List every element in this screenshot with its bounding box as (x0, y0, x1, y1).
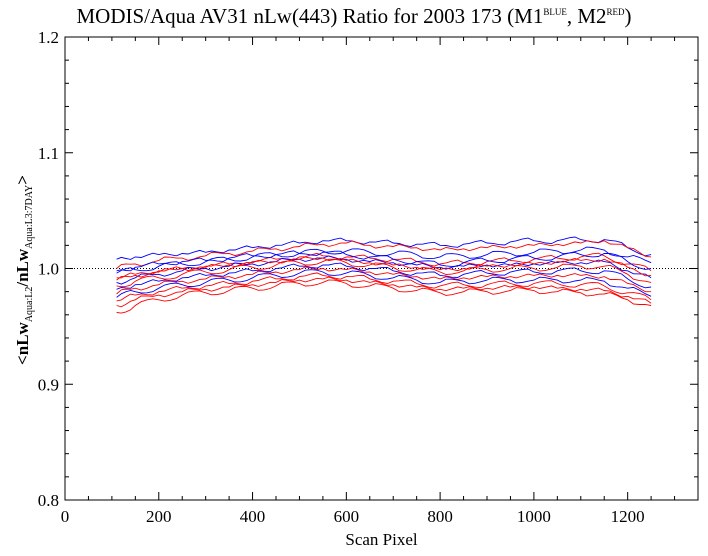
x-tick-label: 200 (146, 507, 172, 526)
title-sup-red: RED (606, 7, 625, 17)
ylabel-sub-b: Aqua:L3:7DAY (24, 184, 36, 249)
x-axis-label: Scan Pixel (345, 530, 418, 549)
x-tick-label: 600 (334, 507, 360, 526)
ylabel-part-a: <nLw (12, 322, 32, 365)
series-line-11 (116, 279, 652, 314)
y-tick-label: 0.8 (38, 491, 59, 510)
ylabel-sub-a: Aqua:L2 (24, 286, 36, 323)
series-line-3 (116, 252, 652, 279)
ylabel-part-c: > (12, 175, 32, 185)
series-line-1 (116, 240, 652, 269)
series-line-7 (116, 266, 652, 295)
series-line-12 (116, 250, 652, 272)
y-tick-label: 1.1 (38, 144, 59, 163)
y-tick-label: 0.9 (38, 375, 59, 394)
title-sup-blue: BLUE (543, 7, 567, 17)
x-tick-label: 400 (240, 507, 266, 526)
series-line-9 (116, 272, 652, 302)
y-axis-label: <nLwAqua:L2/nLwAqua:L3:7DAY> (13, 175, 35, 365)
ylabel-part-b: /nLw (12, 248, 32, 287)
title-end: ) (624, 4, 632, 28)
series-line-0 (116, 236, 652, 260)
x-tick-label: 1000 (517, 507, 551, 526)
x-tick-label: 1200 (611, 507, 645, 526)
plot-frame (64, 36, 699, 501)
title-mid: , M2 (566, 4, 607, 28)
series-line-8 (116, 269, 652, 298)
y-tick-label: 1.0 (38, 260, 59, 279)
series-line-10 (116, 276, 652, 308)
series-line-5 (116, 258, 652, 288)
y-tick-label: 1.2 (38, 28, 59, 47)
x-tick-label: 800 (427, 507, 453, 526)
series-line-13 (116, 256, 652, 281)
series-line-6 (116, 262, 652, 290)
chart-title: MODIS/Aqua AV31 nLw(443) Ratio for 2003 … (0, 4, 708, 29)
title-main: MODIS/Aqua AV31 nLw(443) Ratio for 2003 … (76, 4, 544, 28)
x-tick-label: 0 (61, 507, 70, 526)
